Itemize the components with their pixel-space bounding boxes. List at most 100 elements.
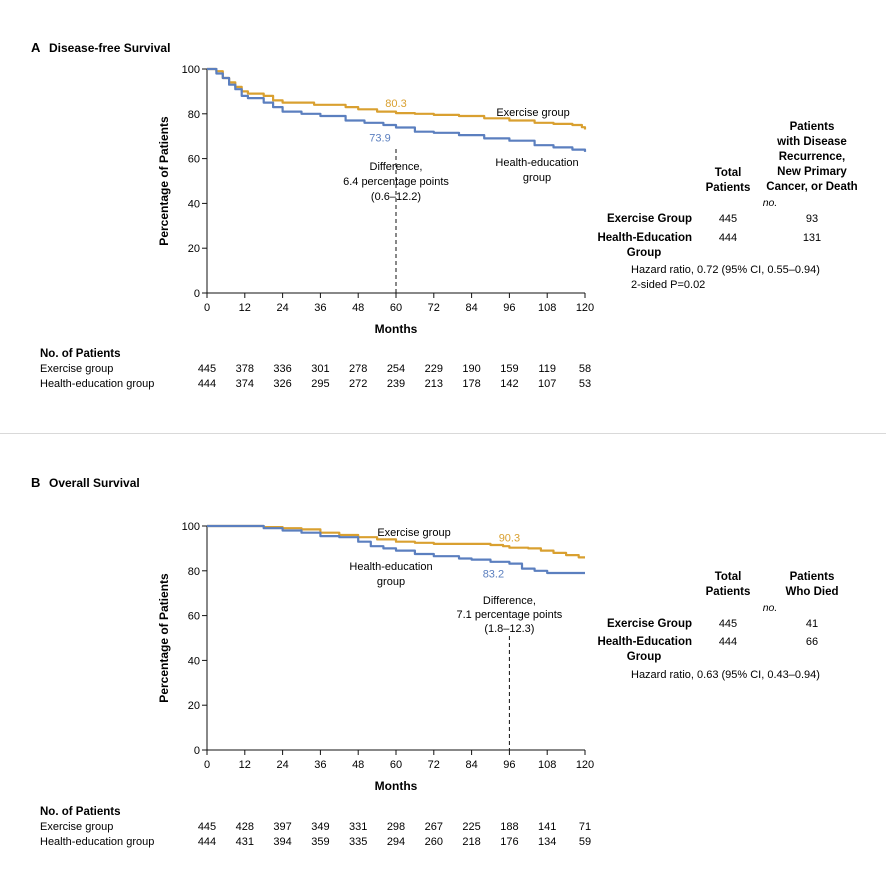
- difference-ci: (1.8–12.3): [484, 623, 534, 635]
- difference-ci: (0.6–12.2): [371, 191, 421, 203]
- summary-row-label: Health-Education: [597, 232, 692, 244]
- risk-table-header: No. of Patients: [40, 806, 121, 818]
- health-education-series-label-cont: group: [377, 576, 405, 588]
- risk-table-cell: 335: [349, 836, 367, 848]
- risk-table-cell: 349: [311, 821, 329, 833]
- panel-b-overall-survival: B Overall Survival 0 20 40 60 80 100 0 12 24 36 48 60…: [31, 475, 839, 848]
- summary-col2-header: Recurrence,: [779, 151, 845, 163]
- summary-unit-label: no.: [763, 602, 778, 614]
- summary-col1-header: Total: [715, 167, 742, 179]
- risk-table-cell: 267: [425, 821, 443, 833]
- panel-title: Overall Survival: [49, 476, 140, 490]
- risk-table-cell: 374: [236, 378, 254, 390]
- summary-row-label: Exercise Group: [607, 618, 692, 630]
- summary-row-label: Group: [627, 247, 662, 259]
- difference-label: Difference,: [370, 161, 423, 173]
- x-tick-label: 48: [352, 759, 364, 771]
- x-tick-label: 36: [314, 759, 326, 771]
- exercise-series-label: Exercise group: [377, 527, 450, 539]
- x-tick-label: 12: [239, 302, 251, 314]
- risk-table-cell: 141: [538, 821, 556, 833]
- y-tick-label: 80: [188, 566, 200, 578]
- risk-table-cell: 359: [311, 836, 329, 848]
- risk-table-cell: 331: [349, 821, 367, 833]
- y-tick-label: 100: [182, 521, 200, 533]
- risk-table-cell: 188: [500, 821, 518, 833]
- risk-table-cell: 107: [538, 378, 556, 390]
- risk-table-cell: 190: [462, 363, 480, 375]
- risk-table-cell: 225: [462, 821, 480, 833]
- x-axis-label: Months: [375, 322, 418, 336]
- summary-total-cell: 445: [719, 213, 737, 225]
- y-tick-label: 80: [188, 109, 200, 121]
- health-education-series-label: Health-education: [349, 561, 432, 573]
- x-tick-label: 96: [503, 302, 515, 314]
- risk-row-label-health-education: Health-education group: [40, 378, 154, 390]
- health-education-series-label-cont: group: [523, 172, 551, 184]
- summary-col2-header: Patients: [790, 121, 835, 133]
- risk-table-cell: 59: [579, 836, 591, 848]
- summary-col1-header: Patients: [706, 182, 751, 194]
- summary-events-cell: 93: [806, 213, 818, 225]
- risk-table-cell: 142: [500, 378, 518, 390]
- risk-table-cell: 213: [425, 378, 443, 390]
- summary-col1-header: Patients: [706, 586, 751, 598]
- risk-table-cell: 298: [387, 821, 405, 833]
- risk-table-cell: 431: [236, 836, 254, 848]
- y-tick-label: 40: [188, 198, 200, 210]
- health-education-value-label: 83.2: [483, 569, 504, 581]
- summary-row-label: Exercise Group: [607, 213, 692, 225]
- y-tick-label: 40: [188, 655, 200, 667]
- risk-table-cell: 445: [198, 821, 216, 833]
- summary-events-cell: 131: [803, 232, 821, 244]
- x-tick-label: 60: [390, 759, 402, 771]
- summary-total-cell: 444: [719, 232, 737, 244]
- panel-letter: A: [31, 40, 41, 55]
- exercise-series-line: [207, 524, 585, 559]
- summary-col1-header: Total: [715, 571, 742, 583]
- health-education-series-line: [207, 67, 587, 152]
- summary-row-label: Group: [627, 651, 662, 663]
- panel-letter: B: [31, 475, 40, 490]
- difference-label: Difference,: [483, 595, 536, 607]
- risk-table-cell: 378: [236, 363, 254, 375]
- x-tick-label: 12: [239, 759, 251, 771]
- risk-table-cell: 444: [198, 378, 216, 390]
- risk-table-cell: 278: [349, 363, 367, 375]
- x-tick-label: 24: [276, 759, 288, 771]
- exercise-value-label: 80.3: [385, 98, 406, 110]
- risk-table-cell: 119: [538, 363, 556, 375]
- x-tick-label: 72: [428, 759, 440, 771]
- x-tick-label: 108: [538, 302, 556, 314]
- y-tick-label: 20: [188, 243, 200, 255]
- risk-table-cell: 178: [462, 378, 480, 390]
- risk-table-cell: 260: [425, 836, 443, 848]
- y-tick-label: 20: [188, 700, 200, 712]
- risk-table-cell: 218: [462, 836, 480, 848]
- risk-table-cell: 254: [387, 363, 405, 375]
- health-education-value-label: 73.9: [369, 132, 390, 144]
- summary-col2-header: Who Died: [785, 586, 838, 598]
- risk-table-cell: 301: [311, 363, 329, 375]
- health-education-series-line: [207, 524, 585, 575]
- x-tick-label: 36: [314, 302, 326, 314]
- y-tick-label: 100: [182, 64, 200, 76]
- risk-table-cell: 53: [579, 378, 591, 390]
- x-tick-label: 72: [428, 302, 440, 314]
- summary-col2-header: Cancer, or Death: [766, 181, 857, 193]
- y-tick-label: 0: [194, 288, 200, 300]
- x-tick-label: 84: [465, 759, 477, 771]
- x-tick-label: 120: [576, 759, 594, 771]
- summary-col2-header: with Disease: [776, 136, 847, 148]
- y-tick-label: 60: [188, 611, 200, 623]
- exercise-series-label: Exercise group: [496, 107, 569, 119]
- p-value-text: 2-sided P=0.02: [631, 279, 705, 291]
- y-axis-label: Percentage of Patients: [157, 116, 171, 246]
- risk-table-cell: 428: [236, 821, 254, 833]
- risk-table-cell: 445: [198, 363, 216, 375]
- summary-events-cell: 41: [806, 618, 818, 630]
- difference-value: 6.4 percentage points: [343, 176, 449, 188]
- exercise-value-label: 90.3: [499, 533, 520, 545]
- x-axis-label: Months: [375, 779, 418, 793]
- risk-table-cell: 272: [349, 378, 367, 390]
